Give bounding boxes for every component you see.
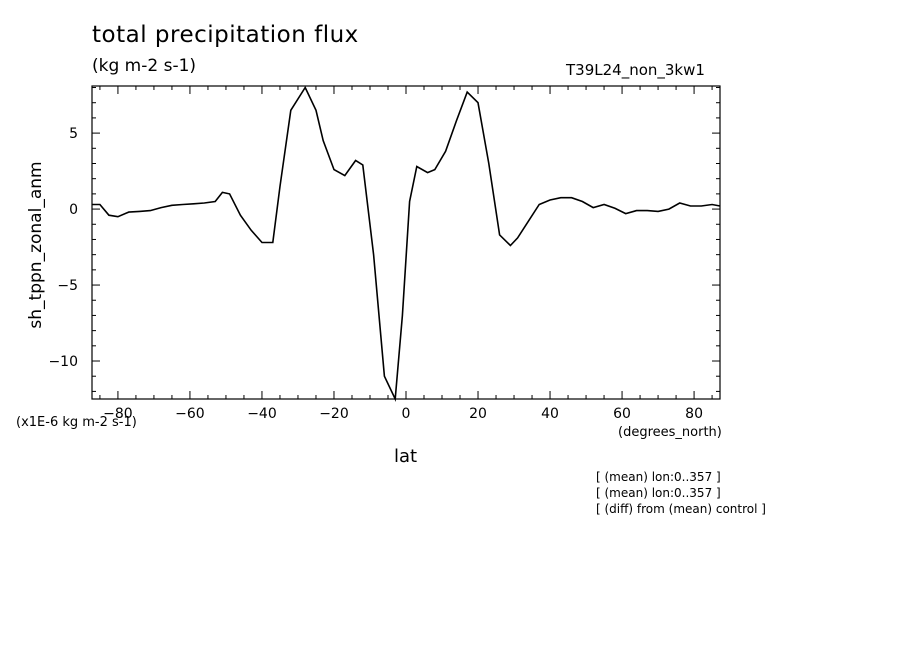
x-tick-label: 80 xyxy=(685,406,703,422)
x-units-label: (degrees_north) xyxy=(618,425,722,440)
diff-note: [ (diff) from (mean) control ] xyxy=(596,502,766,516)
x-axis-label: lat xyxy=(394,446,418,467)
x-tick-label: −60 xyxy=(175,406,205,422)
x-tick-label: 40 xyxy=(541,406,559,422)
x-tick-label: −40 xyxy=(247,406,277,422)
y-tick-label: −10 xyxy=(48,354,78,370)
y-tick-label: −5 xyxy=(57,278,78,294)
x-tick-label: 20 xyxy=(469,406,487,422)
x-tick-label: −20 xyxy=(319,406,349,422)
units-label: (kg m-2 s-1) xyxy=(92,56,197,76)
mean-note-1: [ (mean) lon:0..357 ] xyxy=(596,470,721,484)
scale-factor-label: (x1E-6 kg m-2 s-1) xyxy=(16,415,137,430)
x-tick-label: −80 xyxy=(103,406,133,422)
x-tick-label: 60 xyxy=(613,406,631,422)
plot-frame xyxy=(91,85,721,400)
run-label: T39L24_non_3kw1 xyxy=(566,61,705,79)
x-tick-label: 0 xyxy=(402,406,411,422)
y-tick-label: 5 xyxy=(69,126,78,142)
chart-title: total precipitation flux xyxy=(92,22,359,48)
mean-note-2: [ (mean) lon:0..357 ] xyxy=(596,486,721,500)
data-series-line xyxy=(92,85,721,403)
y-tick-label: 0 xyxy=(69,202,78,218)
